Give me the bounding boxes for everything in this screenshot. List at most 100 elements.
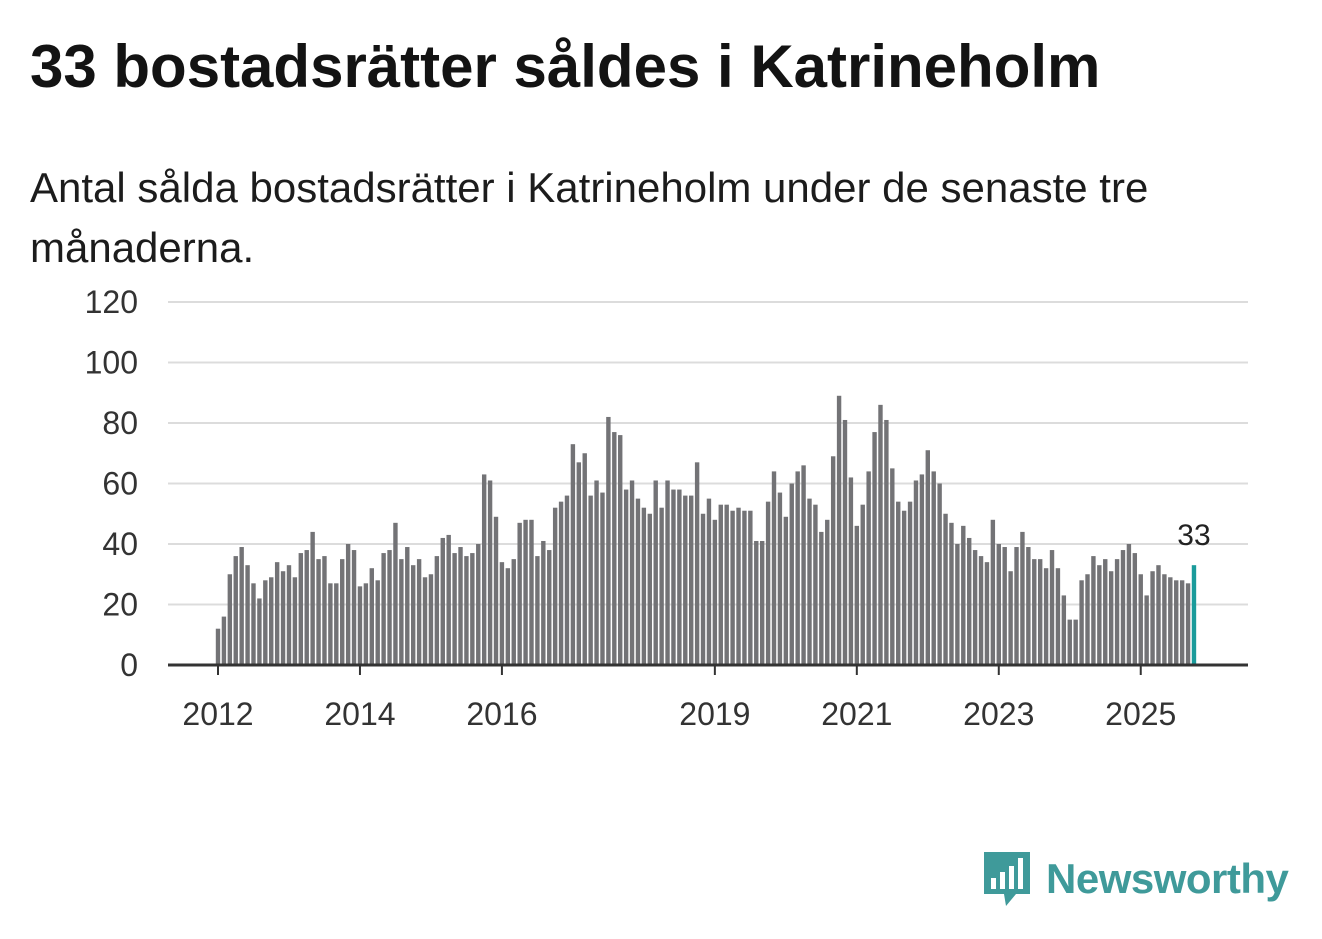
bar bbox=[700, 513, 706, 665]
bar bbox=[1067, 619, 1072, 665]
bar bbox=[1138, 574, 1143, 665]
bar bbox=[925, 450, 930, 665]
bar-highlight bbox=[1191, 565, 1197, 665]
bar bbox=[298, 553, 304, 665]
bar bbox=[286, 565, 292, 665]
bar bbox=[1156, 565, 1161, 665]
bar bbox=[1185, 583, 1191, 665]
bar bbox=[446, 534, 451, 665]
bar bbox=[292, 577, 298, 665]
bar bbox=[896, 501, 901, 665]
bar bbox=[1032, 559, 1037, 665]
bar bbox=[807, 498, 812, 665]
bar bbox=[694, 462, 700, 665]
bar bbox=[215, 628, 221, 665]
chart-title: 33 bostadsrätter såldes i Katrineholm bbox=[30, 33, 1101, 100]
bar bbox=[499, 562, 505, 665]
x-tick-label: 2014 bbox=[324, 696, 395, 732]
bar bbox=[410, 565, 416, 665]
bar bbox=[907, 501, 913, 665]
bar bbox=[754, 540, 759, 665]
bar bbox=[937, 483, 942, 665]
bar bbox=[245, 565, 250, 665]
y-tick-label: 80 bbox=[102, 405, 138, 441]
bar bbox=[825, 519, 830, 665]
bar bbox=[399, 559, 404, 665]
bar bbox=[1002, 547, 1007, 665]
bar bbox=[665, 480, 670, 665]
bar bbox=[1168, 577, 1173, 665]
bar bbox=[600, 492, 605, 665]
bar bbox=[830, 456, 836, 665]
bar bbox=[1091, 556, 1096, 665]
bar bbox=[1061, 595, 1067, 665]
bar bbox=[1126, 544, 1132, 665]
bar bbox=[1144, 595, 1149, 665]
bar bbox=[984, 562, 990, 665]
bar bbox=[416, 559, 422, 665]
bar bbox=[1162, 574, 1167, 665]
bar bbox=[706, 498, 712, 665]
bar bbox=[913, 480, 919, 665]
bar bbox=[866, 471, 871, 665]
y-tick-label: 40 bbox=[102, 526, 138, 562]
bar bbox=[428, 574, 434, 665]
bar bbox=[931, 471, 936, 665]
bar bbox=[1085, 574, 1090, 665]
bar bbox=[316, 559, 321, 665]
bar bbox=[1026, 547, 1031, 665]
bar bbox=[487, 480, 493, 665]
bar bbox=[730, 510, 735, 665]
bar bbox=[1014, 547, 1019, 665]
bar bbox=[434, 556, 440, 665]
bar bbox=[375, 580, 380, 665]
bar bbox=[1055, 568, 1061, 665]
bar bbox=[493, 516, 499, 665]
x-tick-label: 2025 bbox=[1105, 696, 1176, 732]
bar bbox=[653, 480, 658, 665]
bar bbox=[689, 495, 694, 665]
bar bbox=[529, 519, 534, 665]
y-tick-label: 120 bbox=[85, 284, 138, 320]
bar bbox=[558, 501, 564, 665]
bar bbox=[1020, 531, 1025, 665]
bar bbox=[464, 556, 469, 665]
bar bbox=[476, 544, 481, 665]
bar bbox=[452, 553, 457, 665]
bar bbox=[872, 432, 877, 665]
y-tick-label: 20 bbox=[102, 587, 138, 623]
x-tick-label: 2012 bbox=[182, 696, 253, 732]
bar bbox=[842, 419, 848, 665]
bar bbox=[387, 550, 392, 665]
bar bbox=[304, 550, 309, 665]
bar bbox=[819, 531, 824, 665]
bar bbox=[978, 556, 984, 665]
bar bbox=[972, 550, 978, 665]
bar bbox=[789, 483, 794, 665]
bar bbox=[677, 489, 682, 665]
bar bbox=[505, 568, 511, 665]
bar bbox=[280, 571, 286, 665]
bar bbox=[470, 553, 475, 665]
bar bbox=[582, 453, 587, 665]
brand-logo: Newsworthy bbox=[980, 848, 1289, 910]
bar bbox=[813, 504, 818, 665]
bar bbox=[671, 489, 676, 665]
bar bbox=[369, 568, 374, 665]
bar bbox=[334, 583, 339, 665]
bar bbox=[759, 540, 765, 665]
bar bbox=[718, 504, 723, 665]
y-axis-labels: 0 20 40 60 80 100 120 bbox=[85, 284, 138, 683]
y-tick-label: 60 bbox=[102, 466, 138, 502]
bar bbox=[1079, 580, 1084, 665]
bar bbox=[1179, 580, 1185, 665]
bar bbox=[748, 510, 753, 665]
bar bbox=[836, 395, 842, 665]
x-tick-label: 2021 bbox=[821, 696, 892, 732]
bar bbox=[1037, 559, 1043, 665]
annotations: 33 bbox=[1177, 519, 1210, 552]
bar bbox=[967, 537, 972, 665]
bar bbox=[777, 492, 783, 665]
bar bbox=[422, 577, 428, 665]
bar bbox=[564, 495, 570, 665]
